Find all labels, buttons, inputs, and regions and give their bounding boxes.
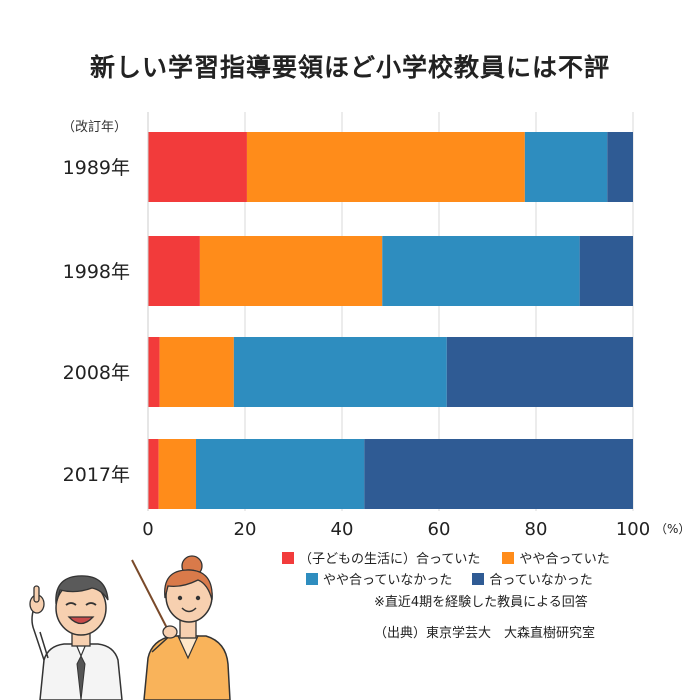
bar-1989年-series-3 [524,132,608,202]
x-tick-label-40: 40 [331,519,354,540]
legend-label-4: 合っていなかった [489,573,593,588]
bar-2017年-series-4 [364,439,633,509]
category-label-3: 2008年 [63,362,130,384]
legend-row-1: （子どもの生活に）合っていた やや合っていた [282,548,610,567]
x-tick-label-0: 0 [142,519,153,540]
survey-note: ※直近4期を経験した教員による回答 [374,595,588,610]
legend-item-1: （子どもの生活に）合っていた [282,548,480,567]
bar-2017年-series-2 [158,439,197,509]
woman-illustration [131,555,231,700]
bar-1998年-series-1 [148,236,200,306]
legend-swatch-3 [306,572,318,585]
bar-1989年-series-4 [607,132,633,202]
bar-2008年-series-4 [446,337,633,407]
legend-row-2: やや合っていなかった 合っていなかった [306,569,593,588]
x-unit-label: （%） [655,522,690,536]
legend-swatch-1 [282,551,294,564]
bar-2017年-series-1 [148,439,159,509]
stacked-bar-chart: 1989年 1998年 2008年 2017年 0 20 40 60 80 100 （%） [63,112,690,540]
source-note: （出典）東京学芸大 大森直樹研究室 [374,626,596,641]
category-label-4: 2017年 [63,464,130,486]
chart-title: 新しい学習指導要領ほど小学校教員には不評 [89,53,610,82]
legend-label-1: （子どもの生活に）合っていた [299,552,481,567]
bar-2017年-series-3 [196,439,365,509]
bar-2008年-series-1 [148,337,160,407]
x-tick-label-100: 100 [616,519,650,540]
bar-2008年-series-3 [233,337,447,407]
bar-1989年-series-2 [246,132,525,202]
year-axis-note: （改訂年） [62,120,128,135]
category-label-1: 1989年 [63,157,130,179]
bar-1989年-series-1 [148,132,247,202]
x-tick-label-20: 20 [234,519,257,540]
bar-2008年-series-2 [159,337,234,407]
legend-item-3: やや合っていなかった [306,569,452,588]
legend-label-2: やや合っていた [519,552,610,567]
legend-swatch-4 [472,572,485,585]
x-tick-label-80: 80 [525,519,548,540]
legend-item-2: やや合っていた [502,548,610,567]
x-tick-label-60: 60 [428,519,451,540]
legend-item-4: 合っていなかった [472,569,593,588]
man-illustration [29,575,123,700]
legend-label-3: やや合っていなかった [323,573,453,588]
category-label-2: 1998年 [63,261,130,283]
bar-1998年-series-2 [199,236,383,306]
legend-swatch-2 [502,551,515,564]
bar-1998年-series-4 [579,236,633,306]
bar-1998年-series-3 [382,236,580,306]
